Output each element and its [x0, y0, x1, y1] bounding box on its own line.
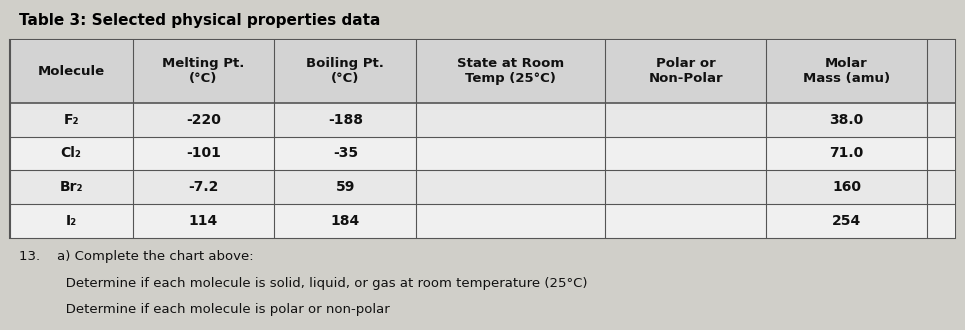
Bar: [10, 137, 955, 170]
Text: Table 3: Selected physical properties data: Table 3: Selected physical properties da…: [19, 13, 380, 28]
Text: Boiling Pt.
(°C): Boiling Pt. (°C): [307, 57, 384, 85]
Bar: [10, 40, 955, 103]
Text: Determine if each molecule is polar or non-polar: Determine if each molecule is polar or n…: [19, 303, 390, 316]
Text: -188: -188: [328, 113, 363, 127]
Text: 59: 59: [336, 180, 355, 194]
Text: 160: 160: [832, 180, 861, 194]
Text: 114: 114: [189, 214, 218, 228]
Text: -220: -220: [186, 113, 221, 127]
Text: Molar
Mass (amu): Molar Mass (amu): [803, 57, 890, 85]
Text: F₂: F₂: [64, 113, 79, 127]
Text: Molecule: Molecule: [38, 65, 104, 78]
Text: I₂: I₂: [66, 214, 76, 228]
Text: Br₂: Br₂: [60, 180, 83, 194]
Text: Polar or
Non-Polar: Polar or Non-Polar: [648, 57, 723, 85]
Text: -101: -101: [186, 147, 221, 160]
Text: Determine if each molecule is solid, liquid, or gas at room temperature (25°C): Determine if each molecule is solid, liq…: [19, 277, 588, 289]
Text: Cl₂: Cl₂: [61, 147, 82, 160]
Text: -35: -35: [333, 147, 358, 160]
Text: 184: 184: [331, 214, 360, 228]
Text: 13.    a) Complete the chart above:: 13. a) Complete the chart above:: [19, 250, 254, 263]
Text: State at Room
Temp (25°C): State at Room Temp (25°C): [457, 57, 565, 85]
Text: -7.2: -7.2: [188, 180, 219, 194]
Text: 71.0: 71.0: [830, 147, 864, 160]
Text: 254: 254: [832, 214, 861, 228]
Text: 38.0: 38.0: [830, 113, 864, 127]
Bar: [10, 170, 955, 204]
Bar: [10, 103, 955, 137]
Text: Melting Pt.
(°C): Melting Pt. (°C): [162, 57, 245, 85]
Bar: [10, 204, 955, 238]
